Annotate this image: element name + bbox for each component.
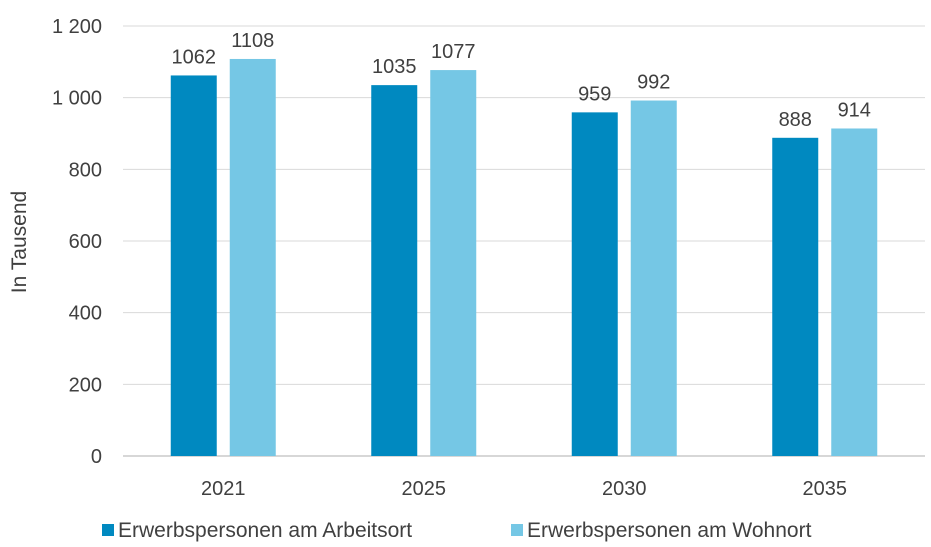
- legend-label: Erwerbspersonen am Arbeitsort: [118, 519, 412, 542]
- y-tick-label: 400: [69, 303, 102, 325]
- data-label: 992: [637, 72, 670, 94]
- data-label: 888: [779, 109, 812, 131]
- legend-item: Erwerbspersonen am Wohnort: [511, 519, 812, 542]
- data-label: 959: [578, 83, 611, 105]
- bar-2030-series-1: [571, 112, 618, 456]
- x-tick-label: 2025: [402, 478, 447, 500]
- y-tick-label: 600: [69, 231, 102, 253]
- legend: Erwerbspersonen am Arbeitsort Erwerbspers…: [102, 519, 812, 542]
- y-axis-ticks: 0 200 400 600 800 1 000 1 200: [52, 16, 102, 468]
- legend-label: Erwerbspersonen am Wohnort: [527, 519, 812, 542]
- bar-2035-series-1: [772, 137, 819, 457]
- y-tick-label: 1 000: [52, 88, 102, 110]
- legend-swatch: [511, 524, 523, 536]
- x-axis-ticks: 2021 2025 2030 2035: [201, 478, 847, 500]
- y-tick-label: 800: [69, 159, 102, 181]
- x-tick-label: 2030: [602, 478, 647, 500]
- data-label: 1062: [172, 46, 217, 68]
- bar-2025-series-1: [371, 85, 418, 456]
- x-tick-label: 2021: [201, 478, 246, 500]
- bar-2035-series-2: [831, 128, 878, 456]
- data-label: 1035: [372, 56, 417, 78]
- y-tick-label: 200: [69, 374, 102, 396]
- data-label: 1108: [231, 30, 274, 52]
- bar-2025-series-2: [430, 70, 477, 456]
- y-tick-label: 0: [91, 446, 102, 468]
- bar-2030-series-2: [630, 100, 677, 457]
- data-label: 1077: [431, 41, 476, 63]
- data-labels: 1062 1108 1035 1077 959 992 888 914: [172, 30, 871, 131]
- bar-2021-series-1: [170, 75, 217, 456]
- data-label: 914: [838, 99, 871, 121]
- y-tick-label: 1 200: [52, 16, 102, 38]
- legend-item: Erwerbspersonen am Arbeitsort: [102, 519, 412, 542]
- bar-2021-series-2: [229, 58, 276, 456]
- bars: [170, 58, 878, 457]
- legend-swatch: [102, 524, 114, 536]
- x-tick-label: 2035: [803, 478, 848, 500]
- y-axis-title: In Tausend: [8, 191, 31, 293]
